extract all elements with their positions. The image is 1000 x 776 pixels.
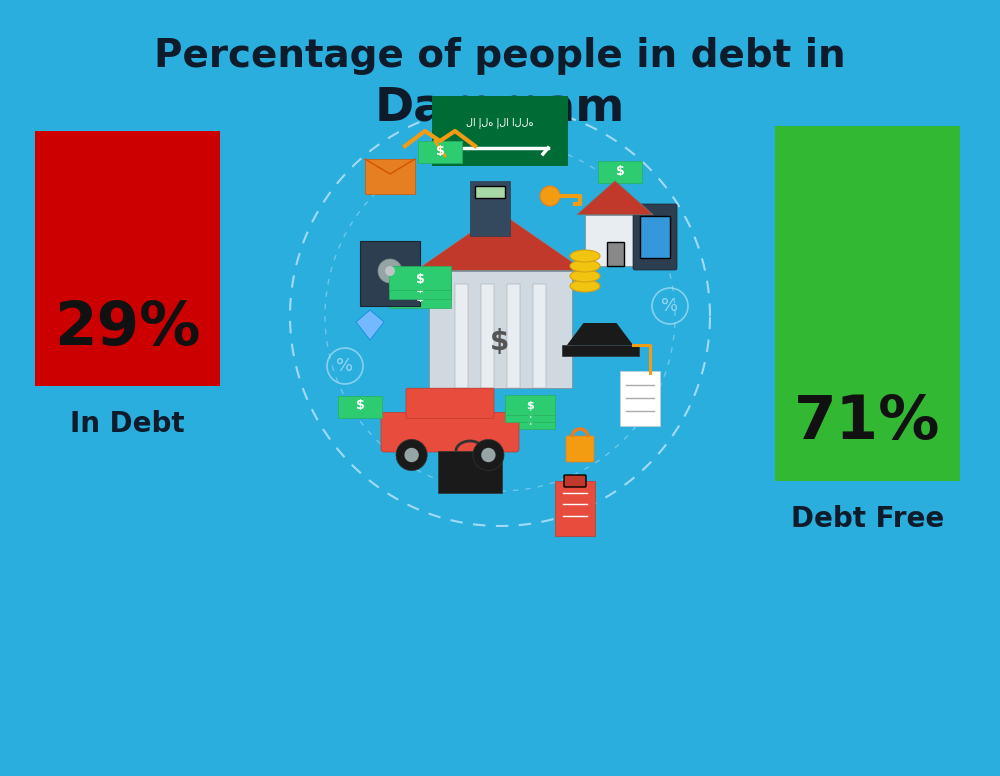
Polygon shape bbox=[567, 323, 633, 345]
Circle shape bbox=[385, 266, 395, 276]
Text: 29%: 29% bbox=[54, 299, 201, 358]
FancyBboxPatch shape bbox=[585, 215, 645, 265]
Text: Debt Free: Debt Free bbox=[791, 505, 944, 533]
FancyBboxPatch shape bbox=[438, 451, 502, 493]
FancyBboxPatch shape bbox=[505, 402, 555, 422]
FancyBboxPatch shape bbox=[598, 161, 642, 183]
FancyBboxPatch shape bbox=[555, 481, 595, 536]
Text: $: $ bbox=[416, 290, 424, 303]
Text: لا إله إلا الله: لا إله إلا الله bbox=[466, 118, 534, 128]
Polygon shape bbox=[577, 181, 653, 215]
Circle shape bbox=[378, 259, 402, 283]
Ellipse shape bbox=[570, 250, 600, 262]
FancyBboxPatch shape bbox=[338, 396, 382, 418]
Text: $: $ bbox=[526, 415, 534, 425]
Text: $: $ bbox=[436, 144, 444, 158]
Text: $: $ bbox=[356, 400, 364, 413]
FancyBboxPatch shape bbox=[566, 436, 594, 462]
FancyBboxPatch shape bbox=[381, 412, 519, 452]
Ellipse shape bbox=[570, 260, 600, 272]
Polygon shape bbox=[416, 212, 584, 271]
FancyBboxPatch shape bbox=[480, 283, 494, 387]
FancyBboxPatch shape bbox=[454, 283, 468, 387]
FancyBboxPatch shape bbox=[365, 159, 415, 194]
Text: %: % bbox=[661, 297, 679, 315]
Text: $: $ bbox=[416, 273, 424, 286]
FancyBboxPatch shape bbox=[428, 271, 572, 387]
FancyBboxPatch shape bbox=[620, 371, 660, 426]
FancyBboxPatch shape bbox=[564, 475, 586, 487]
Text: $: $ bbox=[526, 408, 534, 417]
FancyBboxPatch shape bbox=[532, 283, 546, 387]
Polygon shape bbox=[562, 345, 639, 356]
FancyBboxPatch shape bbox=[475, 186, 505, 198]
Circle shape bbox=[540, 186, 560, 206]
Text: Percentage of people in debt in: Percentage of people in debt in bbox=[154, 37, 846, 75]
Ellipse shape bbox=[570, 280, 600, 292]
FancyBboxPatch shape bbox=[775, 126, 960, 481]
FancyBboxPatch shape bbox=[505, 395, 555, 414]
FancyBboxPatch shape bbox=[360, 241, 420, 306]
Text: $: $ bbox=[416, 282, 424, 295]
FancyBboxPatch shape bbox=[470, 181, 510, 236]
FancyBboxPatch shape bbox=[432, 96, 568, 166]
Circle shape bbox=[404, 448, 419, 462]
FancyBboxPatch shape bbox=[406, 388, 494, 418]
Text: %: % bbox=[336, 357, 354, 375]
FancyBboxPatch shape bbox=[35, 131, 220, 386]
FancyBboxPatch shape bbox=[389, 275, 451, 300]
Circle shape bbox=[481, 448, 496, 462]
Circle shape bbox=[473, 439, 504, 470]
FancyBboxPatch shape bbox=[633, 204, 677, 270]
FancyBboxPatch shape bbox=[418, 141, 462, 163]
Polygon shape bbox=[356, 310, 384, 340]
Text: $: $ bbox=[526, 400, 534, 411]
Text: $: $ bbox=[616, 165, 624, 178]
FancyBboxPatch shape bbox=[389, 266, 451, 290]
FancyBboxPatch shape bbox=[507, 283, 520, 387]
Ellipse shape bbox=[570, 270, 600, 282]
Circle shape bbox=[396, 439, 427, 470]
Text: 71%: 71% bbox=[794, 393, 941, 452]
Text: Dammam: Dammam bbox=[375, 85, 625, 130]
FancyBboxPatch shape bbox=[606, 242, 624, 265]
Text: In Debt: In Debt bbox=[70, 410, 185, 438]
FancyBboxPatch shape bbox=[640, 216, 670, 258]
FancyBboxPatch shape bbox=[389, 284, 451, 308]
Text: $: $ bbox=[490, 328, 510, 356]
FancyBboxPatch shape bbox=[505, 409, 555, 429]
